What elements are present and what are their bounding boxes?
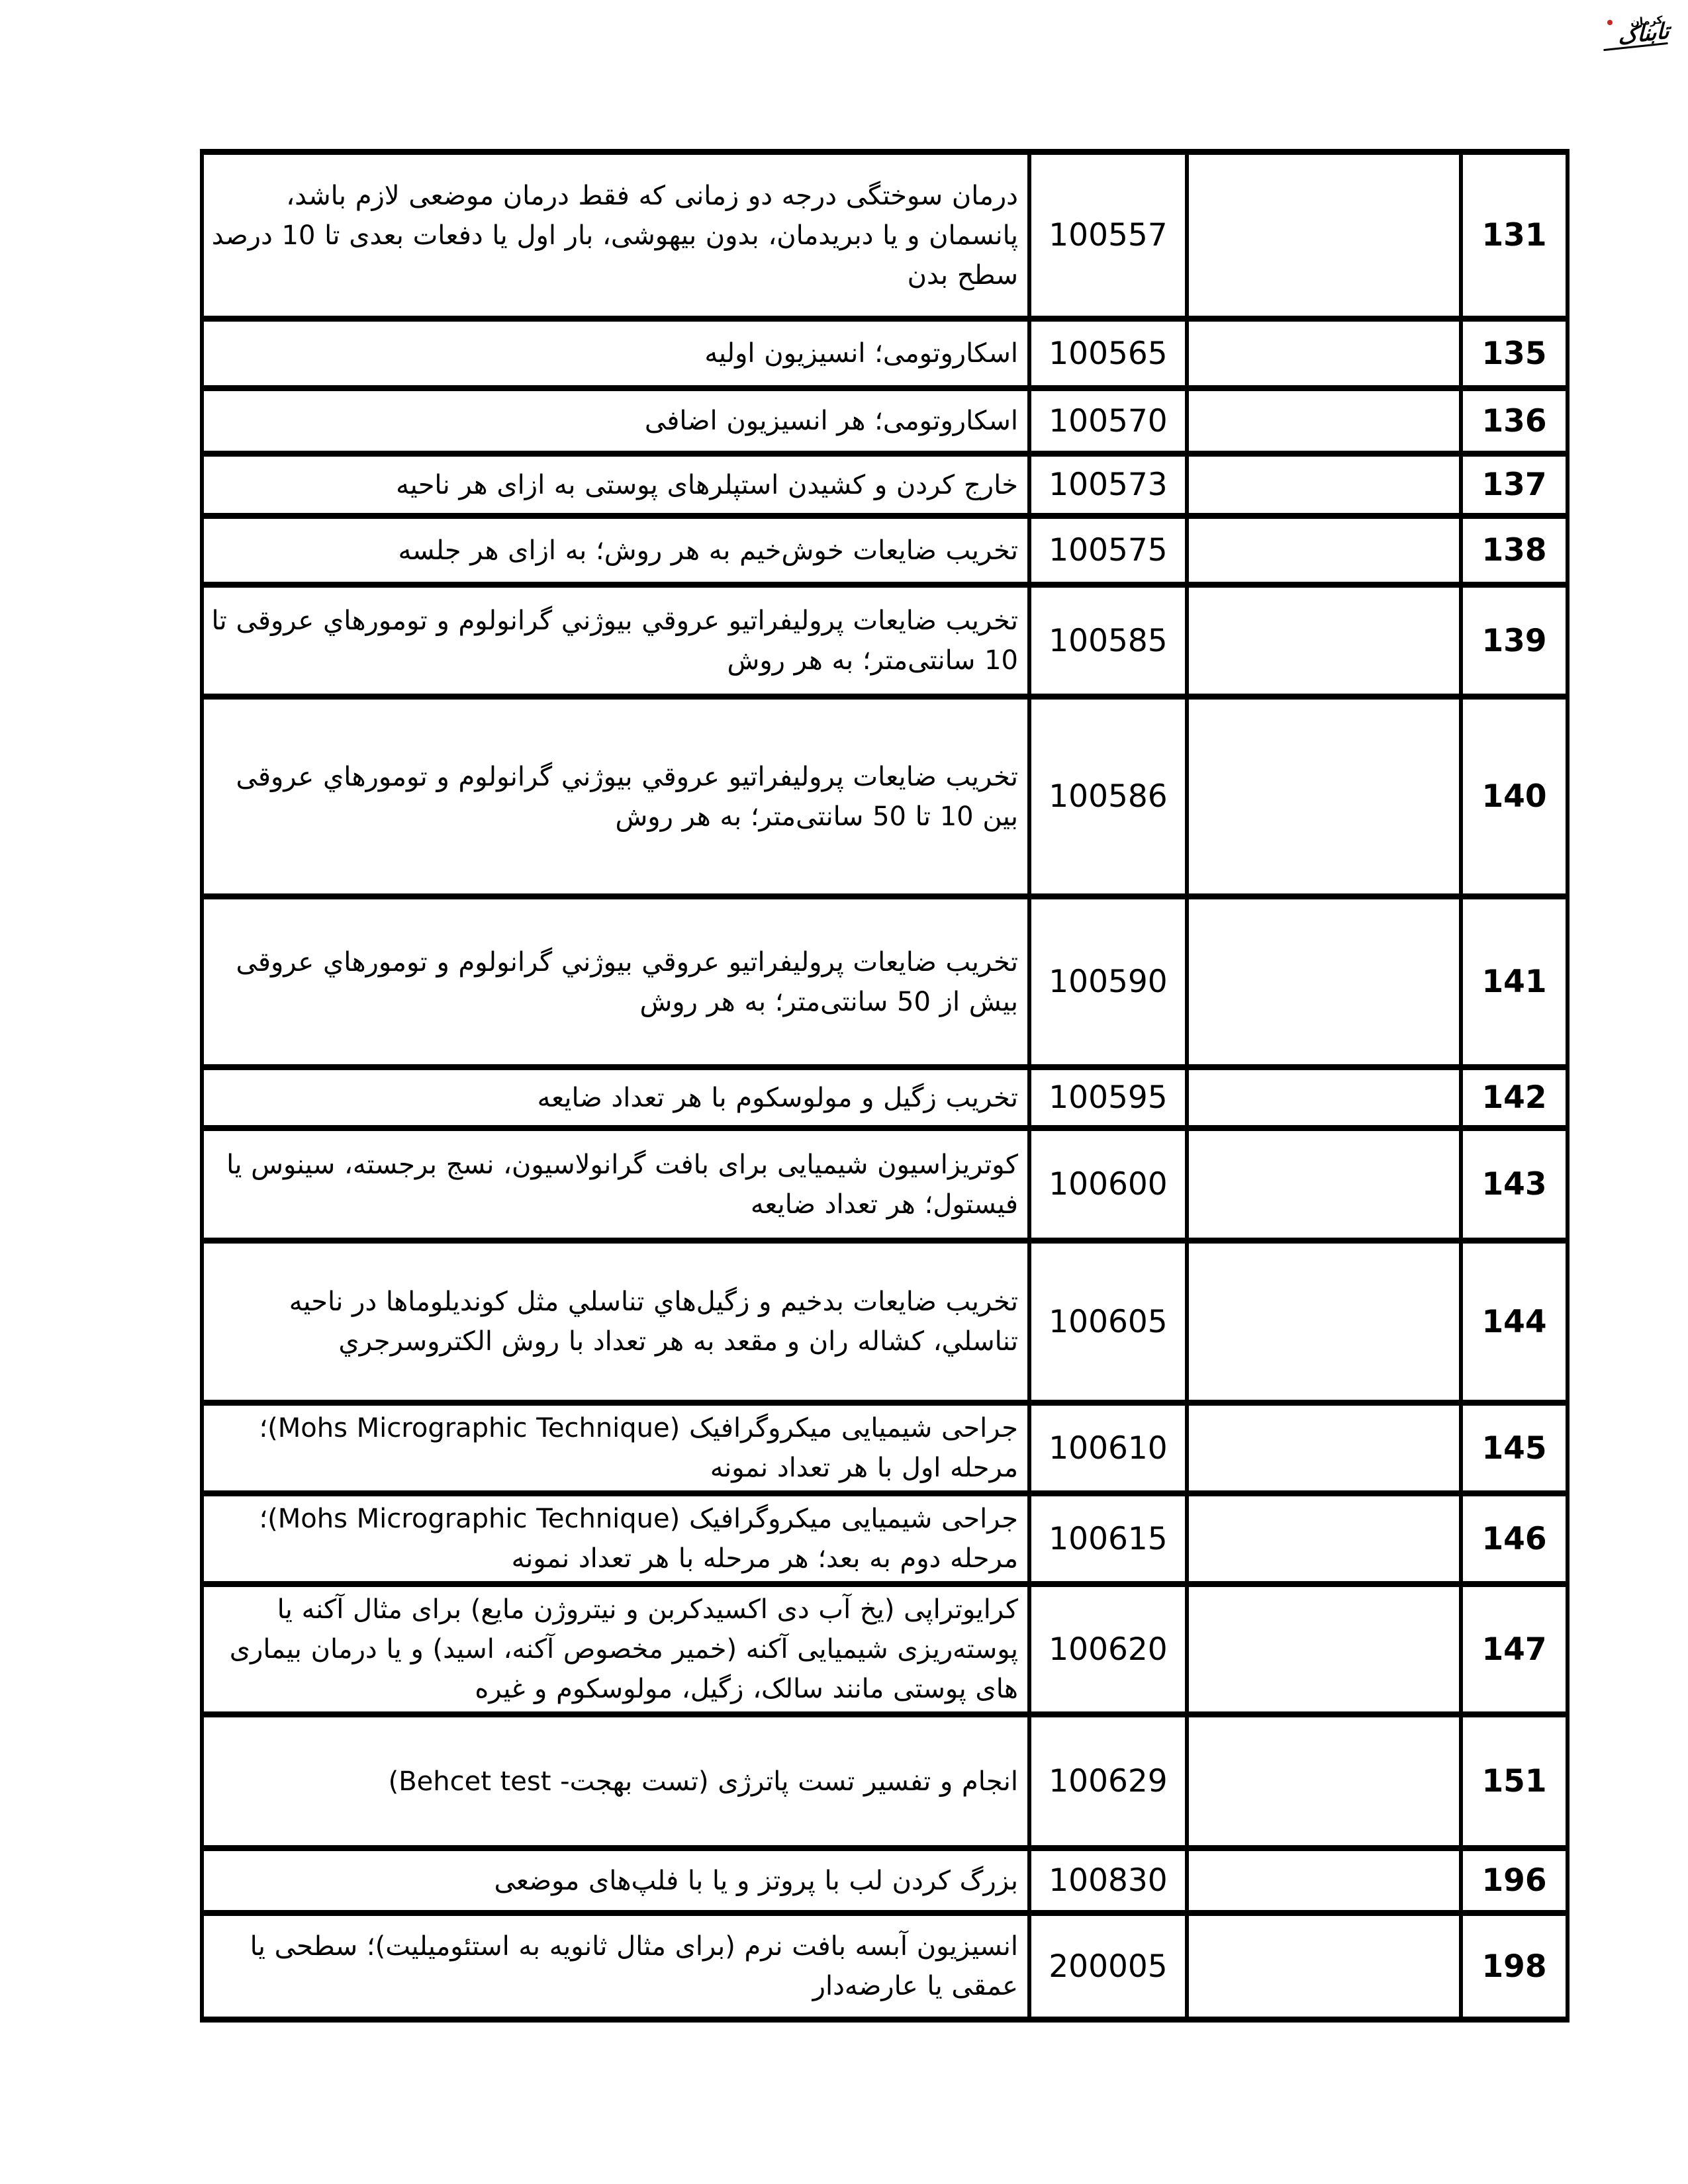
procedure-description-cell: جراحی شیمیایی میکروگرافیک (Mohs Microgra… xyxy=(200,1490,1031,1587)
empty-value-cell xyxy=(1185,316,1463,391)
table-row: 151 100629 انجام و تفسیر تست پاترژی (تست… xyxy=(200,1711,1570,1851)
row-number-cell: 196 xyxy=(1459,1845,1570,1916)
procedure-description-cell: کوتریزاسیون شیمیایی برای بافت گرانولاسیو… xyxy=(200,1125,1031,1244)
empty-value-cell xyxy=(1185,1845,1463,1916)
table-row: 141 100590 تخریب ضایعات پرولیفراتیو عروق… xyxy=(200,893,1570,1070)
procedure-description-cell: تخریب ضایعات بدخیم و زگیل‌هاي تناسلي مثل… xyxy=(200,1238,1031,1406)
row-number-cell: 144 xyxy=(1459,1238,1570,1406)
row-number-cell: 138 xyxy=(1459,513,1570,588)
procedure-description-cell: انسیزیون آبسه بافت نرم (برای مثال ثانویه… xyxy=(200,1910,1031,2023)
table-row: 144 100605 تخریب ضایعات بدخیم و زگیل‌هاي… xyxy=(200,1238,1570,1406)
procedure-code-cell: 100605 xyxy=(1027,1238,1189,1406)
empty-value-cell xyxy=(1185,893,1463,1070)
row-number-cell: 140 xyxy=(1459,694,1570,899)
procedure-description-cell: تخریب ضایعات خوش‌خیم به هر روش؛ به ازای … xyxy=(200,513,1031,588)
procedure-code-cell: 100590 xyxy=(1027,893,1189,1070)
row-number-cell: 137 xyxy=(1459,451,1570,519)
procedure-code-cell: 100600 xyxy=(1027,1125,1189,1244)
table-row: 139 100585 تخریب ضایعات پرولیفراتیو عروق… xyxy=(200,582,1570,700)
table-row: 140 100586 تخریب ضایعات پرولیفراتیو عروق… xyxy=(200,694,1570,899)
procedure-description-cell: تخریب ضایعات پرولیفراتیو عروقي بیوژني گر… xyxy=(200,694,1031,899)
procedure-description-cell: اسکاروتومی؛ انسیزیون اولیه xyxy=(200,316,1031,391)
row-number-cell: 146 xyxy=(1459,1490,1570,1587)
procedure-code-cell: 100620 xyxy=(1027,1581,1189,1717)
procedure-description-cell: انجام و تفسیر تست پاترژی (تست بهجت- Behc… xyxy=(200,1711,1031,1851)
procedure-code-cell: 100595 xyxy=(1027,1064,1189,1131)
procedure-description-cell: تخریب زگیل و مولوسکوم با هر تعداد ضایعه xyxy=(200,1064,1031,1131)
tariff-table-body: 131 100557 درمان سوختگی درجه دو زمانی که… xyxy=(200,149,1570,2023)
row-number-cell: 139 xyxy=(1459,582,1570,700)
procedure-description-cell: بزرگ کردن لب با پروتز و یا با فلپ‌های مو… xyxy=(200,1845,1031,1916)
row-number-cell: 131 xyxy=(1459,149,1570,322)
procedure-code-cell: 100830 xyxy=(1027,1845,1189,1916)
row-number-cell: 141 xyxy=(1459,893,1570,1070)
table-row: 198 200005 انسیزیون آبسه بافت نرم (برای … xyxy=(200,1910,1570,2023)
row-number-cell: 143 xyxy=(1459,1125,1570,1244)
procedure-code-cell: 100610 xyxy=(1027,1400,1189,1496)
tariff-table: 131 100557 درمان سوختگی درجه دو زمانی که… xyxy=(200,149,1570,2023)
row-number-cell: 142 xyxy=(1459,1064,1570,1131)
procedure-description-cell: درمان سوختگی درجه دو زمانی که فقط درمان … xyxy=(200,149,1031,322)
procedure-description-cell: جراحی شیمیایی میکروگرافیک (Mohs Microgra… xyxy=(200,1400,1031,1496)
procedure-code-cell: 100573 xyxy=(1027,451,1189,519)
procedure-description-cell: اسکاروتومی؛ هر انسیزیون اضافی xyxy=(200,385,1031,457)
logo-red-dot xyxy=(1607,20,1613,25)
empty-value-cell xyxy=(1185,1125,1463,1244)
table-row: 147 100620 کرایوتراپی (یخ آب دی اکسیدکرب… xyxy=(200,1581,1570,1717)
empty-value-cell xyxy=(1185,1400,1463,1496)
table-row: 135 100565 اسکاروتومی؛ انسیزیون اولیه xyxy=(200,316,1570,391)
row-number-cell: 145 xyxy=(1459,1400,1570,1496)
procedure-code-cell: 200005 xyxy=(1027,1910,1189,2023)
procedure-description-cell: تخریب ضایعات پرولیفراتیو عروقي بیوژني گر… xyxy=(200,582,1031,700)
empty-value-cell xyxy=(1185,513,1463,588)
procedure-description-cell: خارج کردن و کشیدن استپلرهای پوستی به ازا… xyxy=(200,451,1031,519)
empty-value-cell xyxy=(1185,1581,1463,1717)
row-number-cell: 151 xyxy=(1459,1711,1570,1851)
table-row: 142 100595 تخریب زگیل و مولوسکوم با هر ت… xyxy=(200,1064,1570,1131)
row-number-cell: 135 xyxy=(1459,316,1570,391)
empty-value-cell xyxy=(1185,1910,1463,2023)
tabnak-kerman-logo: کرمان تابناک xyxy=(1603,11,1669,52)
procedure-code-cell: 100629 xyxy=(1027,1711,1189,1851)
table-row: 196 100830 بزرگ کردن لب با پروتز و یا با… xyxy=(200,1845,1570,1916)
procedure-code-cell: 100570 xyxy=(1027,385,1189,457)
empty-value-cell xyxy=(1185,582,1463,700)
table-row: 136 100570 اسکاروتومی؛ هر انسیزیون اضافی xyxy=(200,385,1570,457)
procedure-code-cell: 100615 xyxy=(1027,1490,1189,1587)
row-number-cell: 136 xyxy=(1459,385,1570,457)
table-row: 131 100557 درمان سوختگی درجه دو زمانی که… xyxy=(200,149,1570,322)
procedure-description-cell: تخریب ضایعات پرولیفراتیو عروقي بیوژني گر… xyxy=(200,893,1031,1070)
empty-value-cell xyxy=(1185,1490,1463,1587)
procedure-code-cell: 100557 xyxy=(1027,149,1189,322)
empty-value-cell xyxy=(1185,1238,1463,1406)
empty-value-cell xyxy=(1185,385,1463,457)
empty-value-cell xyxy=(1185,694,1463,899)
empty-value-cell xyxy=(1185,1064,1463,1131)
table-row: 146 100615 جراحی شیمیایی میکروگرافیک (Mo… xyxy=(200,1490,1570,1587)
table-row: 145 100610 جراحی شیمیایی میکروگرافیک (Mo… xyxy=(200,1400,1570,1496)
row-number-cell: 147 xyxy=(1459,1581,1570,1717)
procedure-code-cell: 100586 xyxy=(1027,694,1189,899)
procedure-code-cell: 100585 xyxy=(1027,582,1189,700)
empty-value-cell xyxy=(1185,451,1463,519)
procedure-description-cell: کرایوتراپی (یخ آب دی اکسیدکربن و نیتروژن… xyxy=(200,1581,1031,1717)
procedure-code-cell: 100565 xyxy=(1027,316,1189,391)
procedure-code-cell: 100575 xyxy=(1027,513,1189,588)
empty-value-cell xyxy=(1185,1711,1463,1851)
table-row: 137 100573 خارج کردن و کشیدن استپلرهای پ… xyxy=(200,451,1570,519)
table-row: 143 100600 کوتریزاسیون شیمیایی برای بافت… xyxy=(200,1125,1570,1244)
empty-value-cell xyxy=(1185,149,1463,322)
table-row: 138 100575 تخریب ضایعات خوش‌خیم به هر رو… xyxy=(200,513,1570,588)
row-number-cell: 198 xyxy=(1459,1910,1570,2023)
